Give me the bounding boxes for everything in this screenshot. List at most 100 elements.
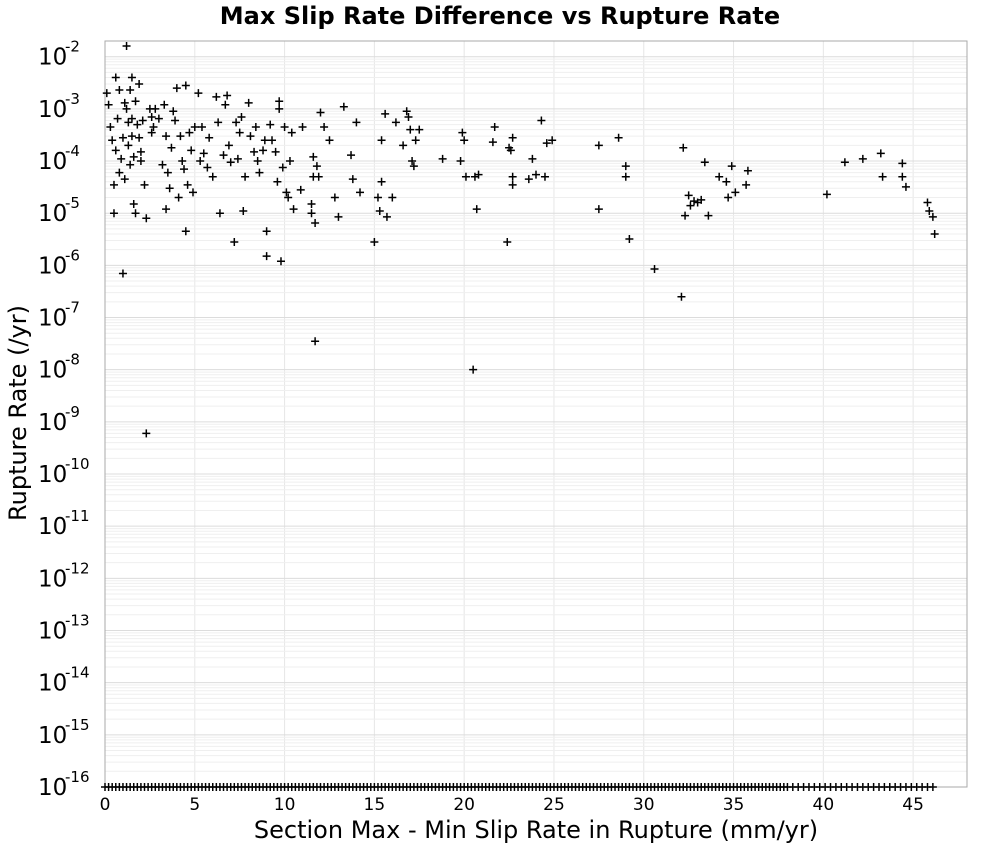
y-tick-label: 10-14: [38, 664, 90, 697]
data-point: [250, 147, 259, 156]
data-point: [347, 151, 356, 160]
data-point: [151, 104, 160, 113]
x-tick-label: 30: [633, 795, 655, 815]
data-point: [203, 163, 212, 172]
data-point: [271, 147, 280, 156]
data-point: [296, 185, 305, 194]
data-point: [594, 141, 603, 150]
data-point: [115, 168, 124, 177]
data-point: [285, 157, 294, 166]
data-point: [594, 205, 603, 214]
data-point: [194, 89, 203, 98]
data-point: [111, 146, 120, 155]
data-point: [408, 157, 417, 166]
data-point: [722, 177, 731, 186]
data-point: [506, 146, 515, 155]
data-point: [330, 193, 339, 202]
y-tick-label: 10-8: [38, 351, 80, 384]
data-point: [136, 157, 145, 166]
y-tick-label: 10-11: [38, 507, 90, 540]
data-point: [404, 112, 413, 121]
y-tick-label: 10-13: [38, 612, 90, 645]
data-point: [409, 162, 418, 171]
data-point: [621, 172, 630, 181]
data-point: [276, 257, 285, 266]
data-point: [109, 180, 118, 189]
data-point: [246, 132, 255, 141]
data-point: [406, 125, 415, 134]
y-axis-ticks: 10-210-310-410-510-610-710-810-910-1010-…: [38, 38, 90, 801]
data-point: [309, 152, 318, 161]
data-point: [469, 365, 478, 374]
y-tick-base: 10: [38, 671, 67, 697]
y-tick-exponent: -7: [65, 299, 80, 317]
data-point: [176, 132, 185, 141]
y-tick-label: 10-3: [38, 90, 80, 123]
data-point: [273, 177, 282, 186]
data-point: [226, 158, 235, 167]
y-axis-label: Rupture Rate (/yr): [4, 305, 32, 521]
x-tick-label: 45: [902, 795, 924, 815]
y-tick-exponent: -16: [65, 768, 90, 786]
x-tick-label: 15: [364, 795, 386, 815]
data-point: [540, 172, 549, 181]
data-point: [124, 141, 133, 150]
data-point: [532, 170, 540, 179]
data-point: [223, 91, 232, 100]
data-point: [260, 136, 269, 145]
y-tick-base: 10: [38, 358, 67, 384]
data-point: [724, 193, 733, 202]
y-tick-exponent: -2: [65, 38, 80, 56]
y-tick-base: 10: [38, 97, 67, 123]
data-point: [548, 136, 557, 145]
y-tick-base: 10: [38, 566, 67, 592]
y-tick-label: 10-4: [38, 142, 80, 175]
data-point: [129, 200, 138, 209]
data-point: [472, 205, 481, 214]
data-point: [120, 175, 129, 184]
data-point: [312, 162, 321, 171]
y-tick-base: 10: [38, 253, 67, 279]
data-point: [284, 193, 293, 202]
data-point: [158, 160, 167, 169]
x-tick-label: 35: [723, 795, 745, 815]
y-tick-exponent: -4: [65, 142, 80, 160]
data-point: [232, 118, 241, 127]
data-point: [508, 133, 517, 142]
data-point: [197, 122, 206, 131]
data-point: [147, 112, 156, 121]
data-point: [690, 197, 699, 206]
chart-title: Max Slip Rate Difference vs Rupture Rate: [219, 2, 781, 30]
data-point: [135, 133, 144, 142]
data-point: [928, 212, 937, 221]
data-point: [185, 128, 194, 137]
data-point: [172, 84, 181, 93]
data-point: [679, 143, 688, 152]
data-point: [370, 238, 379, 247]
data-point: [160, 100, 169, 109]
data-point: [162, 205, 171, 214]
data-point: [162, 132, 171, 141]
data-point: [876, 149, 885, 158]
data-point: [278, 163, 287, 172]
y-tick-label: 10-2: [38, 38, 80, 71]
floor-data-point: [928, 783, 937, 791]
y-tick-base: 10: [38, 306, 67, 332]
data-point: [235, 128, 244, 137]
data-point: [508, 180, 517, 189]
data-point: [356, 188, 365, 197]
y-tick-exponent: -5: [65, 194, 80, 212]
data-point: [187, 146, 196, 155]
data-point: [239, 207, 248, 216]
data-point: [352, 118, 361, 127]
data-point: [180, 165, 189, 174]
y-tick-base: 10: [38, 149, 67, 175]
y-tick-base: 10: [38, 723, 67, 749]
data-point: [334, 212, 343, 221]
data-point: [118, 269, 127, 278]
data-point: [174, 193, 183, 202]
data-point: [490, 122, 499, 131]
data-point: [348, 175, 357, 184]
data-point: [129, 152, 138, 161]
